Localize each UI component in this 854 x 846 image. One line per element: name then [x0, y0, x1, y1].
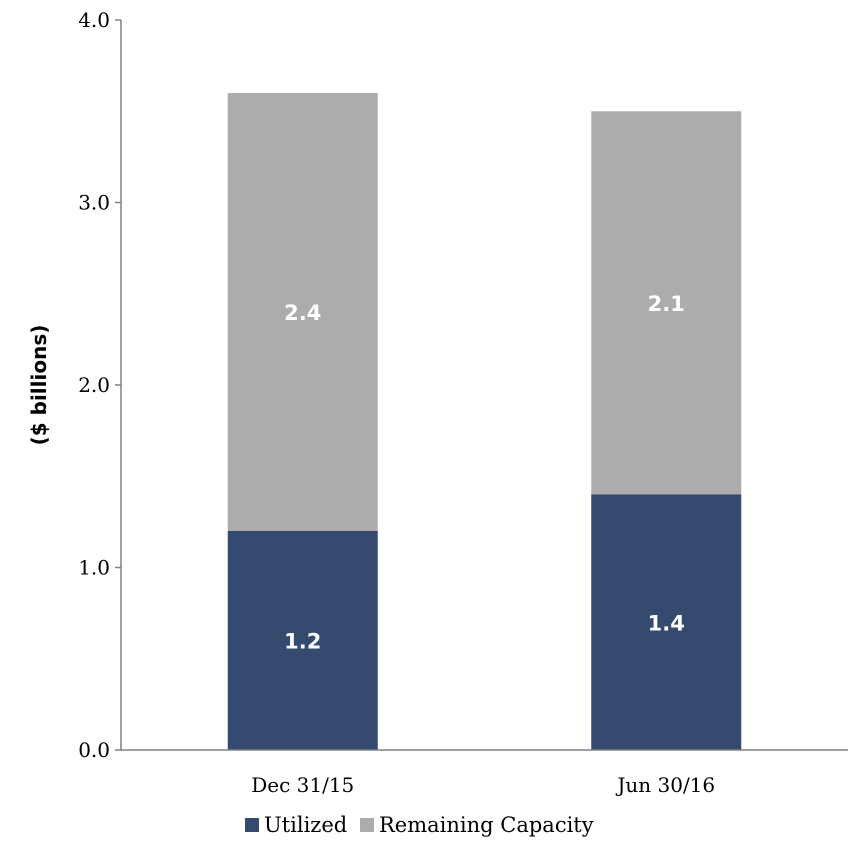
x-tick-label: Jun 30/16: [615, 773, 715, 797]
bar-segment: [591, 494, 742, 750]
legend-swatch: [245, 818, 259, 832]
y-tick-label: 4.0: [78, 8, 110, 32]
bar-segment: [591, 111, 742, 495]
y-tick-label: 0.0: [78, 738, 110, 762]
data-label: 1.4: [648, 611, 685, 635]
data-labels: 1.2 2.4 1.4 2.1: [284, 292, 685, 654]
legend: Utilized Remaining Capacity: [245, 813, 594, 837]
x-tick-label: Dec 31/15: [251, 773, 354, 797]
x-labels: Dec 31/15 Jun 30/16: [251, 773, 715, 797]
data-label: 2.1: [648, 292, 685, 316]
y-ticks: 0.0 1.0 2.0 3.0 4.0: [78, 8, 121, 762]
y-tick-label: 3.0: [78, 191, 110, 215]
legend-swatch: [360, 818, 374, 832]
y-axis-title: ($ billions): [27, 325, 51, 446]
data-label: 1.2: [284, 630, 321, 654]
legend-label: Utilized: [264, 813, 347, 837]
data-label: 2.4: [284, 301, 321, 325]
legend-label: Remaining Capacity: [379, 813, 594, 837]
bars: [227, 93, 742, 750]
bar-segment: [227, 531, 378, 750]
y-tick-label: 1.0: [78, 556, 110, 580]
y-tick-label: 2.0: [78, 373, 110, 397]
bar-segment: [227, 93, 378, 531]
